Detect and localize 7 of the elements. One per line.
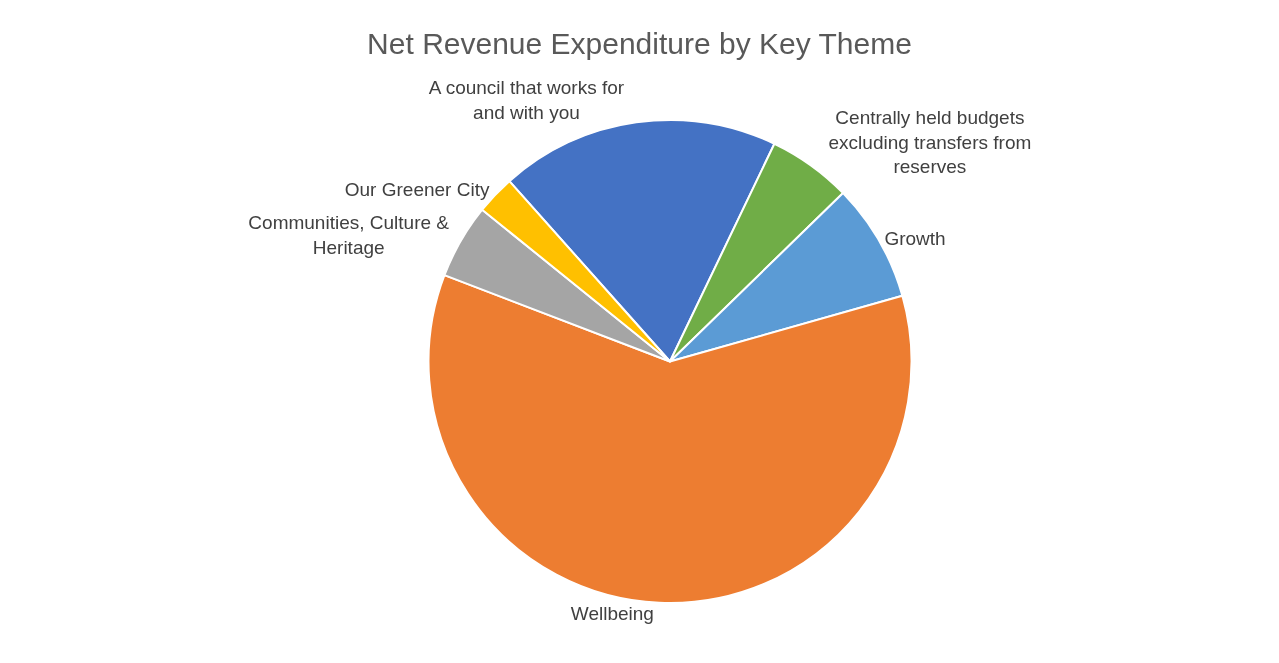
chart-title: Net Revenue Expenditure by Key Theme	[367, 27, 912, 61]
slice-label: Communities, Culture & Heritage	[248, 212, 450, 259]
slice-label: Our Greener City	[344, 179, 490, 201]
slice-label: Growth	[884, 227, 946, 249]
slice-label: Centrally held budgets excluding transfers from reserves	[828, 106, 1032, 178]
slice-label: Wellbeing	[570, 602, 654, 624]
slice-label: A council that works for and with you	[428, 77, 625, 123]
